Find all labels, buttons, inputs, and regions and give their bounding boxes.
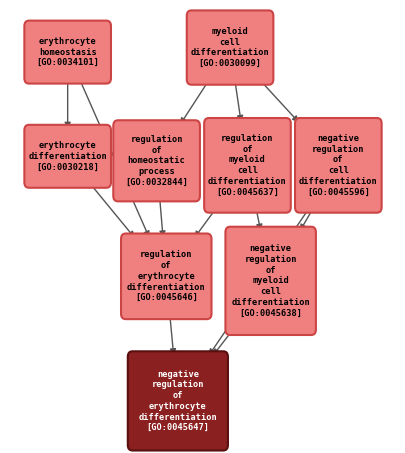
Text: negative
regulation
of
erythrocyte
differentiation
[GO:0045647]: negative regulation of erythrocyte diffe…	[138, 370, 217, 432]
Text: myeloid
cell
differentiation
[GO:0030099]: myeloid cell differentiation [GO:0030099…	[190, 27, 269, 68]
FancyBboxPatch shape	[113, 120, 199, 201]
Text: negative
regulation
of
cell
differentiation
[GO:0045596]: negative regulation of cell differentiat…	[298, 134, 377, 197]
FancyBboxPatch shape	[128, 352, 227, 450]
Text: regulation
of
homeostatic
process
[GO:0032844]: regulation of homeostatic process [GO:00…	[125, 135, 188, 187]
FancyBboxPatch shape	[24, 125, 111, 188]
Text: erythrocyte
homeostasis
[GO:0034101]: erythrocyte homeostasis [GO:0034101]	[36, 37, 99, 67]
Text: regulation
of
myeloid
cell
differentiation
[GO:0045637]: regulation of myeloid cell differentiati…	[208, 134, 286, 197]
Text: regulation
of
erythrocyte
differentiation
[GO:0045646]: regulation of erythrocyte differentiatio…	[127, 251, 205, 302]
FancyBboxPatch shape	[204, 118, 290, 213]
FancyBboxPatch shape	[24, 20, 111, 83]
FancyBboxPatch shape	[121, 234, 211, 319]
Text: erythrocyte
differentiation
[GO:0030218]: erythrocyte differentiation [GO:0030218]	[28, 141, 107, 172]
FancyBboxPatch shape	[186, 10, 273, 85]
Text: negative
regulation
of
myeloid
cell
differentiation
[GO:0045638]: negative regulation of myeloid cell diff…	[231, 244, 309, 318]
FancyBboxPatch shape	[225, 226, 315, 335]
FancyBboxPatch shape	[294, 118, 381, 213]
